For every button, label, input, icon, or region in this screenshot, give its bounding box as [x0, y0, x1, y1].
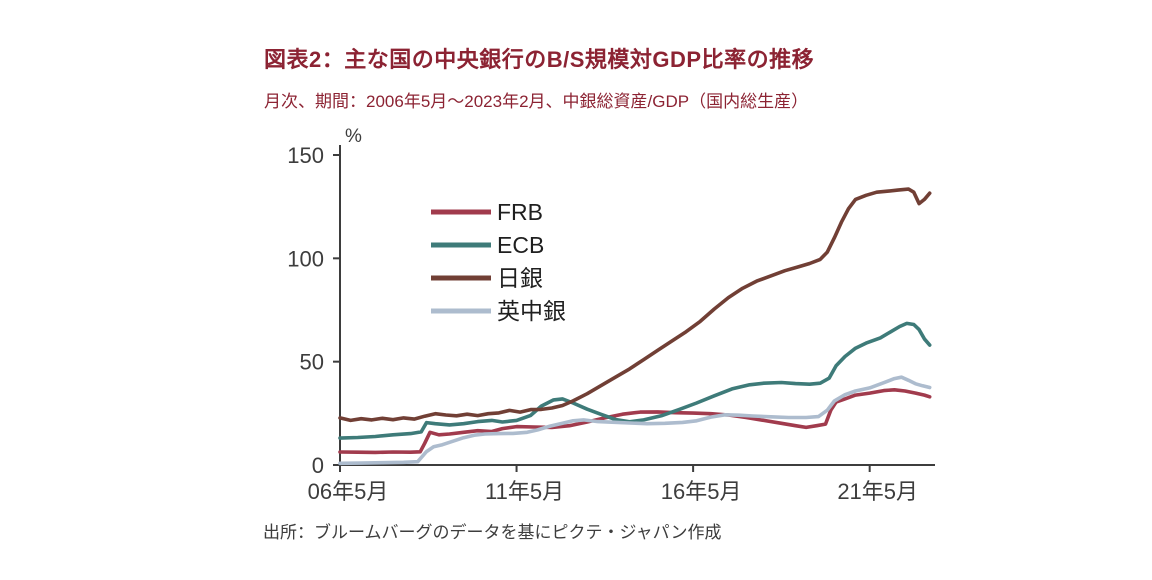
chart-title: 図表2：主な国の中央銀行のB/S規模対GDP比率の推移 [264, 47, 815, 72]
legend-label-frb: FRB [497, 199, 543, 225]
legend-label-boj: 日銀 [497, 265, 543, 291]
y-tick-label: 100 [287, 246, 324, 271]
x-tick-label: 06年5月 [308, 479, 389, 504]
series-line-ecb [338, 321, 932, 440]
y-tick-label: 50 [300, 350, 324, 375]
series-line-boj [338, 187, 932, 423]
y-axis-unit-label: % [345, 126, 362, 147]
series-line-boe [338, 375, 932, 466]
legend-label-ecb: ECB [497, 232, 544, 258]
x-tick-label: 16年5月 [661, 479, 742, 504]
x-tick-label: 21年5月 [837, 479, 918, 504]
y-tick-label: 0 [312, 453, 324, 478]
legend-label-boe: 英中銀 [497, 298, 566, 324]
chart-subtitle: 月次、期間：2006年5月～2023年2月、中銀総資産/GDP（国内総生産） [264, 92, 809, 111]
x-tick-label: 11年5月 [485, 479, 564, 504]
series-line-frb [338, 387, 932, 455]
source-note: 出所：ブルームバーグのデータを基にピクテ・ジャパン作成 [263, 523, 722, 542]
y-tick-label: 150 [287, 143, 324, 168]
